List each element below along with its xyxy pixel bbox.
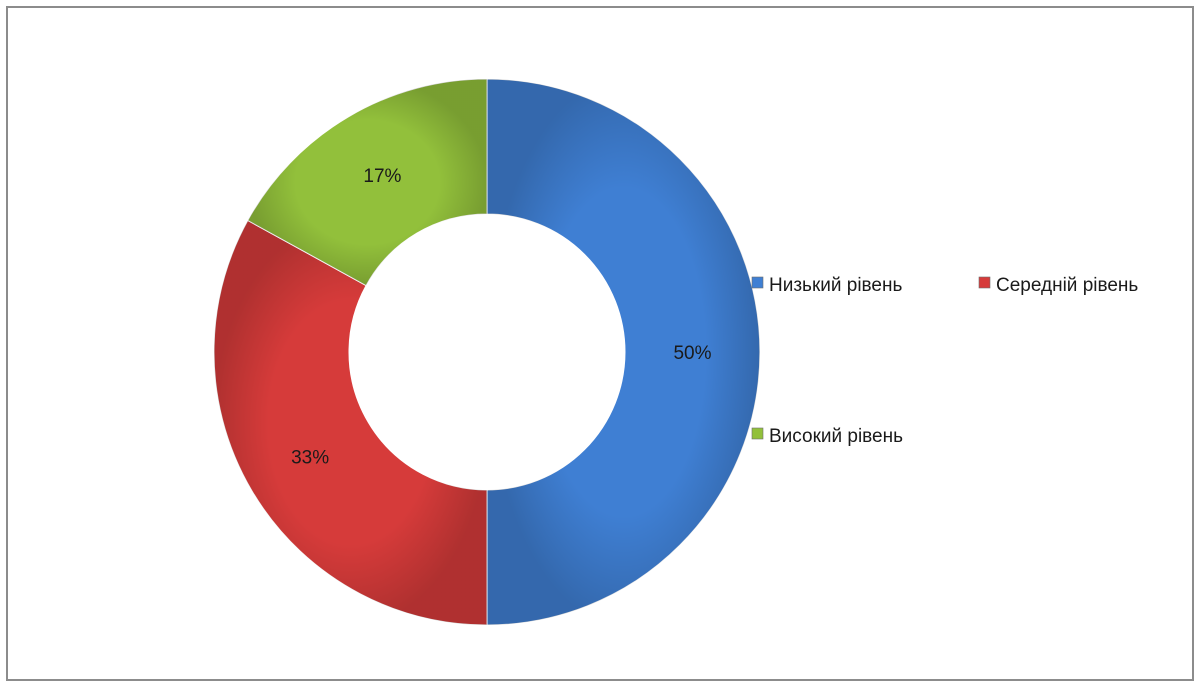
legend-label-3: Високий рівень <box>769 426 903 447</box>
data-label-1: 50% <box>673 343 711 364</box>
data-labels-group: 50% 33% 17% <box>291 166 712 468</box>
slices-group <box>213 78 761 626</box>
legend-swatch-3 <box>751 427 764 440</box>
legend-swatch-2 <box>978 276 991 289</box>
data-label-3: 17% <box>363 166 401 187</box>
legend-label-1: Низький рівень <box>769 275 902 296</box>
doughnut-slice-shade-3 <box>247 79 487 286</box>
doughnut-slice-shade-1 <box>487 79 760 625</box>
doughnut-slice-shade-2 <box>214 220 487 625</box>
legend-swatch-1 <box>751 276 764 289</box>
legend: Низький рівень Середній рівень Високий рів… <box>751 275 1138 447</box>
data-label-2: 33% <box>291 448 329 469</box>
legend-label-2: Середній рівень <box>996 275 1138 296</box>
